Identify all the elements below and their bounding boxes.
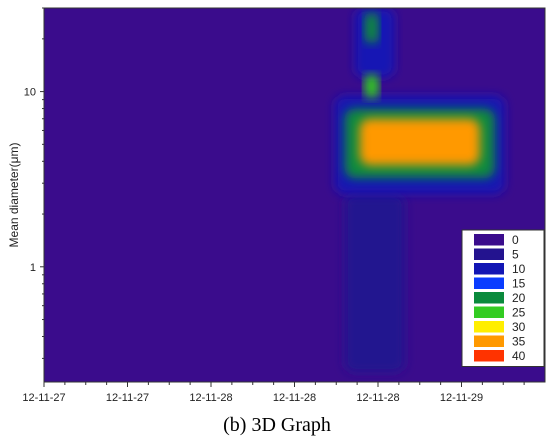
x-tick-label: 12-11-28	[356, 392, 399, 404]
heat-region-5	[364, 74, 379, 98]
legend-label: 30	[512, 320, 526, 334]
heat-region-6	[359, 118, 480, 166]
legend-swatch	[474, 335, 504, 347]
legend-label: 10	[512, 262, 526, 276]
x-axis: 12-11-27 12-11-27 12-11-28 12-11-28 12-11-28…	[22, 382, 525, 404]
legend-swatch	[474, 292, 504, 304]
y-axis-label: Mean diameter(μm)	[7, 143, 21, 248]
x-tick-label: 12-11-27	[106, 392, 149, 404]
heat-region-4	[364, 13, 379, 43]
legend-label: 15	[512, 277, 526, 291]
y-axis: 1 10	[24, 7, 44, 359]
heat-region-1	[354, 8, 395, 78]
legend-label: 25	[512, 306, 526, 320]
legend-label: 35	[512, 335, 526, 349]
x-tick-label: 12-11-29	[440, 392, 483, 404]
y-tick-label: 10	[24, 87, 36, 99]
legend-swatch	[474, 248, 504, 260]
heat-region-0	[344, 194, 405, 373]
legend-swatch	[474, 321, 504, 333]
x-tick-label: 12-11-28	[189, 392, 232, 404]
heat-layer	[334, 8, 505, 373]
legend-swatch	[474, 263, 504, 275]
legend-label: 5	[512, 248, 519, 262]
legend-label: 40	[512, 349, 526, 363]
figure-caption: (b) 3D Graph	[223, 414, 331, 436]
legend-label: 0	[512, 233, 519, 247]
legend-label: 20	[512, 291, 526, 305]
legend-swatch	[474, 277, 504, 289]
legend-swatch	[474, 234, 504, 246]
x-tick-label: 12-11-27	[22, 392, 65, 404]
y-tick-label: 1	[30, 262, 36, 274]
legend-swatch	[474, 306, 504, 318]
legend-swatch	[474, 350, 504, 362]
x-tick-label: 12-11-28	[273, 392, 316, 404]
